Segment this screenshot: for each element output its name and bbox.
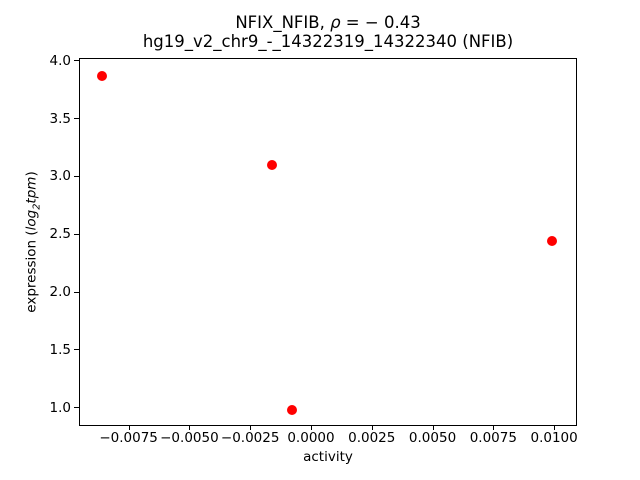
- x-tick-label: −0.0050: [160, 430, 219, 446]
- title-text: NFIX_NFIB,: [235, 13, 331, 32]
- x-tick-label: 0.0100: [530, 430, 578, 446]
- data-point: [96, 70, 107, 81]
- y-tick-mark: [74, 175, 79, 177]
- y-tick-label: 3.5: [49, 110, 71, 127]
- x-tick-mark: [250, 425, 252, 430]
- x-tick-mark: [432, 425, 434, 430]
- x-tick-label: −0.0075: [99, 430, 158, 446]
- title-rho-symbol: ρ: [330, 13, 341, 32]
- y-axis-label-prefix: expression (: [23, 230, 40, 313]
- y-tick-label: 4.0: [49, 52, 71, 69]
- title-rho-value: = − 0.43: [340, 13, 421, 32]
- y-tick-mark: [74, 349, 79, 351]
- y-tick-mark: [74, 407, 79, 409]
- x-tick-mark: [310, 425, 312, 430]
- y-tick-label: 2.5: [49, 226, 71, 243]
- plot-area: −0.0075 −0.0050 −0.0025 0.0000 0.0025 0.0050 0…: [50, 53, 578, 446]
- y-axis-label: expression (log2tpm): [24, 171, 43, 312]
- data-point: [267, 159, 278, 170]
- y-tick-mark: [74, 233, 79, 235]
- data-point: [286, 404, 297, 415]
- y-tick-mark: [74, 118, 79, 120]
- chart-title: NFIX_NFIB, ρ = − 0.43 hg19_v2_chr9_-_143…: [79, 13, 577, 51]
- x-tick-mark: [554, 425, 556, 430]
- x-tick-label: 0.0000: [287, 430, 335, 446]
- x-tick-mark: [189, 425, 191, 430]
- data-point: [546, 236, 557, 247]
- y-axis-label-math: log2tpm: [23, 176, 43, 231]
- chart-subtitle: hg19_v2_chr9_-_14322319_14322340 (NFIB): [142, 32, 514, 51]
- chart-title-line1: NFIX_NFIB, ρ = − 0.43: [79, 13, 577, 32]
- x-tick-mark: [128, 425, 130, 430]
- y-tick-label: 2.0: [49, 284, 71, 300]
- x-tick-label: 0.0050: [408, 430, 457, 446]
- x-tick-label: −0.0025: [220, 430, 280, 446]
- y-axis-label-suffix: ): [23, 171, 40, 177]
- y-tick-mark: [74, 291, 79, 293]
- y-tick-label: 1.0: [49, 399, 71, 416]
- y-tick-mark: [74, 60, 79, 62]
- y-tick-label: 3.0: [49, 168, 71, 185]
- x-tick-mark: [371, 425, 373, 430]
- x-tick-label: 0.0075: [469, 430, 517, 446]
- y-tick-label: 1.5: [49, 341, 71, 358]
- x-tick-mark: [493, 425, 495, 430]
- y-axis-label-subscript: 2: [31, 203, 43, 210]
- x-axis-label: activity: [303, 449, 353, 465]
- x-tick-label: 0.0025: [348, 430, 396, 446]
